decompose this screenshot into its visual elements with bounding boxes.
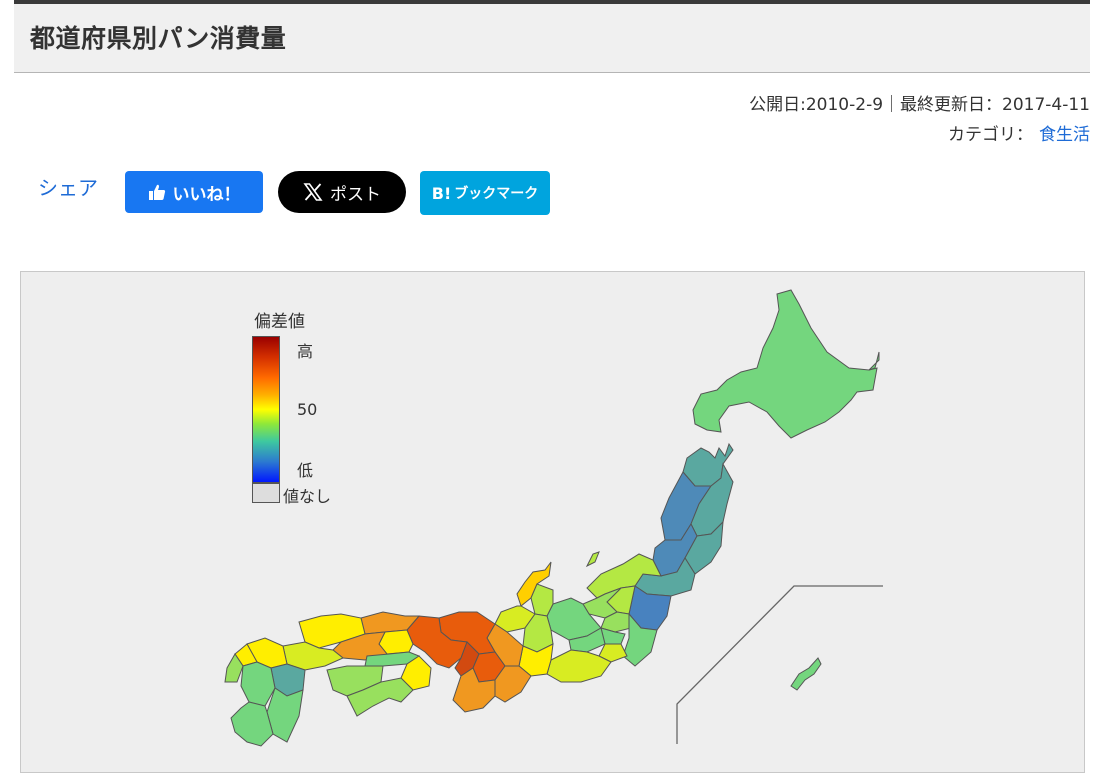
hatena-bookmark-label: ブックマーク — [454, 186, 539, 202]
hokkaido — [692, 289, 878, 439]
x-post-button[interactable]: ポスト — [278, 171, 406, 213]
share-label: シェア — [38, 176, 98, 200]
category-line: カテゴリ： 食生活 — [948, 120, 1090, 145]
kumamoto — [240, 661, 276, 707]
okinawa-inset-frame — [676, 585, 883, 744]
publish-dates: 公開日:2010-2-9｜最終更新日：2017-4-11 — [749, 95, 1090, 115]
okinawa — [790, 657, 822, 691]
legend-no-value-swatch — [252, 483, 280, 503]
legend-mid-label: 50 — [297, 400, 318, 419]
legend-no-value-label: 値なし — [283, 487, 332, 506]
japan-map-svg — [224, 289, 883, 747]
chiba — [622, 612, 658, 667]
hatena-bookmark-button[interactable]: B! ブックマーク — [420, 171, 550, 215]
thumbs-up-icon — [148, 184, 165, 200]
legend-title: 偏差値 — [254, 312, 305, 332]
nagasaki — [224, 653, 244, 683]
shizuoka — [546, 649, 612, 683]
kanagawa — [598, 643, 628, 663]
ishikawa — [516, 561, 552, 607]
category-label: カテゴリ： — [948, 125, 1033, 145]
legend-color-scale — [252, 336, 280, 483]
facebook-like-label: いいね！ — [172, 184, 241, 205]
hatena-b-icon: B! — [431, 183, 452, 203]
kagoshima — [230, 701, 274, 747]
hokkaido-east-tip — [868, 351, 880, 371]
legend-high-label: 高 — [297, 342, 314, 361]
sado-island — [585, 551, 600, 568]
facebook-like-button[interactable]: いいね！ — [125, 171, 263, 213]
category-link[interactable]: 食生活 — [1039, 125, 1090, 145]
page-title: 都道府県別パン消費量 — [30, 24, 287, 53]
prefecture-map: 偏差値 高 50 低 値なし — [20, 271, 1085, 773]
page-header: 都道府県別パン消費量 — [14, 0, 1090, 73]
wakayama — [452, 667, 496, 713]
x-post-label: ポスト — [330, 184, 381, 205]
x-logo-icon — [303, 183, 323, 201]
kochi — [346, 677, 414, 717]
legend-low-label: 低 — [297, 461, 314, 480]
